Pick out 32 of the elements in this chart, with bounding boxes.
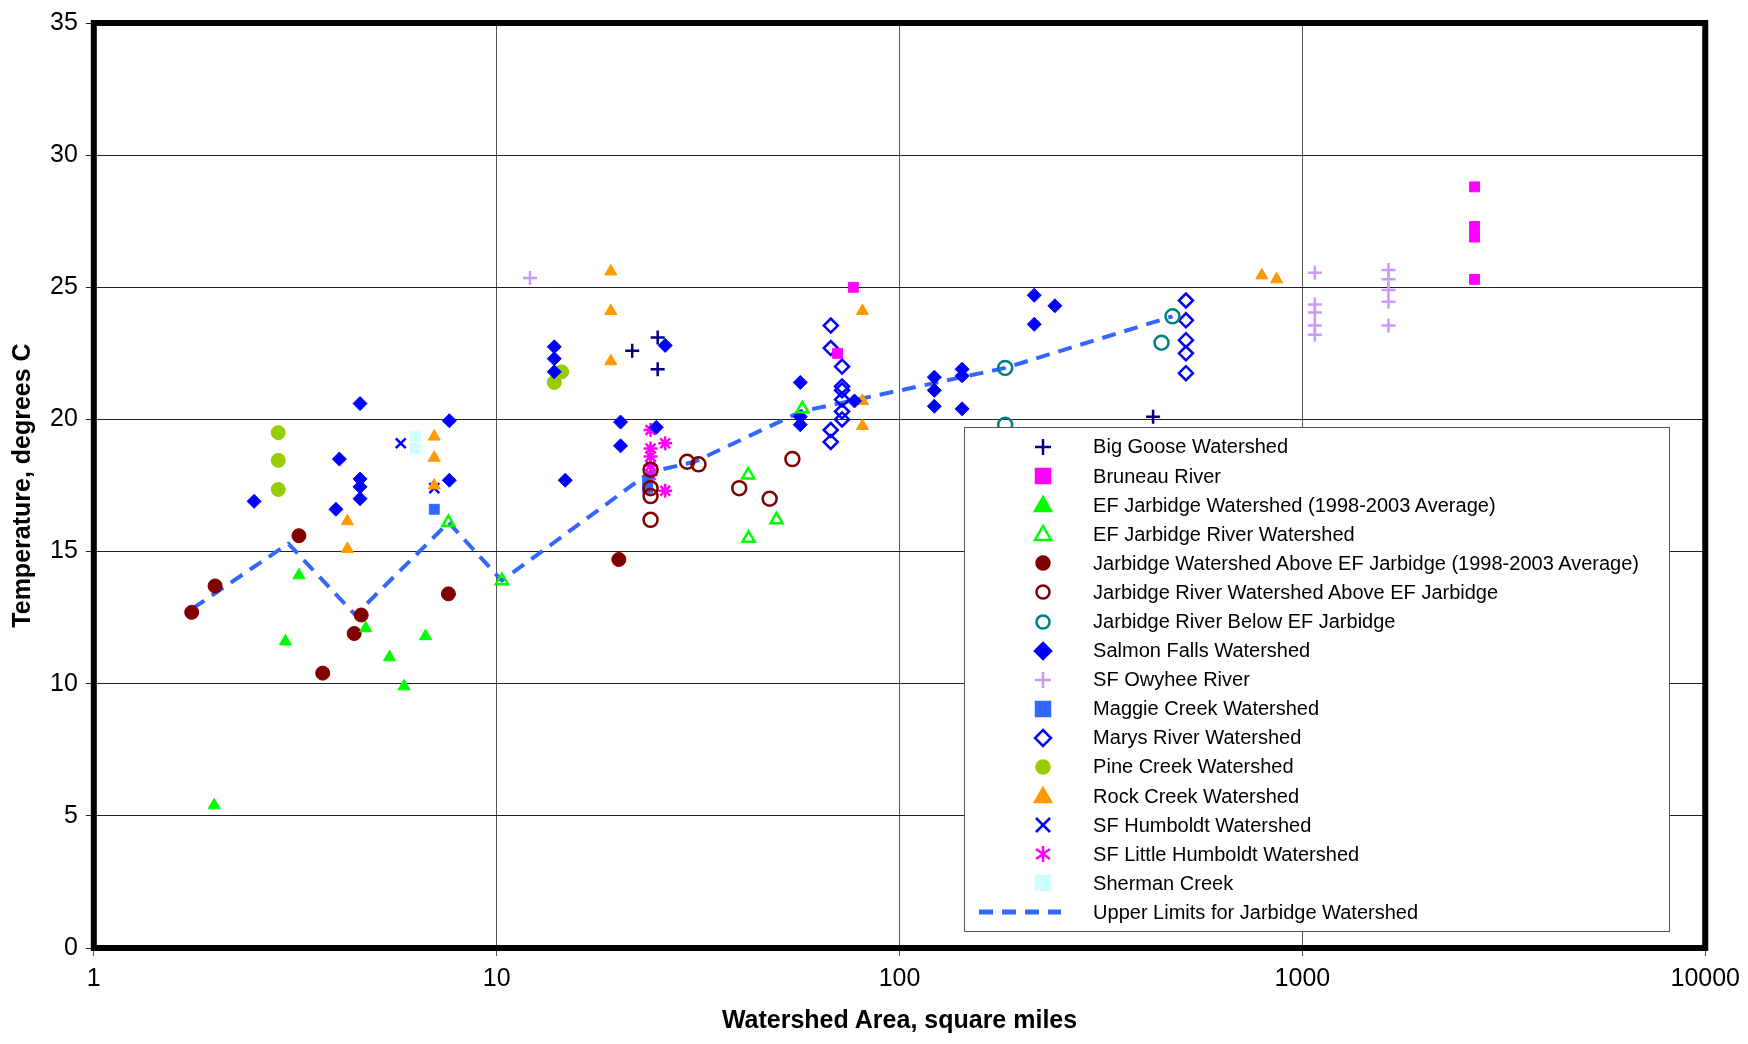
legend-label: EF Jarbidge River Watershed [1093, 521, 1355, 547]
legend-label: Pine Creek Watershed [1093, 754, 1294, 780]
y-tick-label: 10 [50, 667, 78, 696]
x-axis-title: Watershed Area, square miles [721, 1004, 1078, 1033]
y-tick-label: 30 [50, 139, 78, 168]
legend-label: Jarbidge Watershed Above EF Jarbidge (1998-2003 Average) [1093, 550, 1639, 576]
y-axis-title: Temperature, degrees C [6, 343, 35, 628]
y-tick-label: 20 [50, 403, 78, 432]
legend-label: Jarbidge River Watershed Above EF Jarbidge [1093, 579, 1499, 605]
y-tick-label: 15 [50, 535, 78, 564]
legend-label: Rock Creek Watershed [1093, 783, 1300, 809]
x-tick-label: 1 [86, 962, 101, 991]
y-tick-label: 25 [50, 271, 78, 300]
legend-label: EF Jarbidge Watershed (1998-2003 Average) [1093, 492, 1496, 518]
legend-label: SF Little Humboldt Watershed [1093, 841, 1360, 867]
y-tick-label: 0 [63, 931, 78, 960]
y-tick-label: 35 [50, 6, 78, 35]
legend-label: Bruneau River [1093, 463, 1221, 489]
legend-label: Upper Limits for Jarbidge Watershed [1093, 899, 1419, 925]
legend-label: SF Owyhee River [1093, 667, 1250, 693]
x-tick-label: 100 [878, 962, 921, 991]
legend-label: SF Humboldt Watershed [1093, 812, 1312, 838]
x-tick-label: 10000 [1670, 962, 1741, 991]
legend-label: Maggie Creek Watershed [1093, 696, 1320, 722]
x-tick-label: 10 [482, 962, 511, 991]
y-tick-label: 5 [63, 799, 78, 828]
legend-label: Sherman Creek [1093, 870, 1234, 896]
legend-label: Salmon Falls Watershed [1093, 638, 1311, 664]
x-tick-label: 1000 [1274, 962, 1331, 991]
legend-label: Marys River Watershed [1093, 725, 1302, 751]
legend-label: Big Goose Watershed [1093, 434, 1289, 460]
legend-label: Jarbidge River Below EF Jarbidge [1093, 608, 1396, 634]
